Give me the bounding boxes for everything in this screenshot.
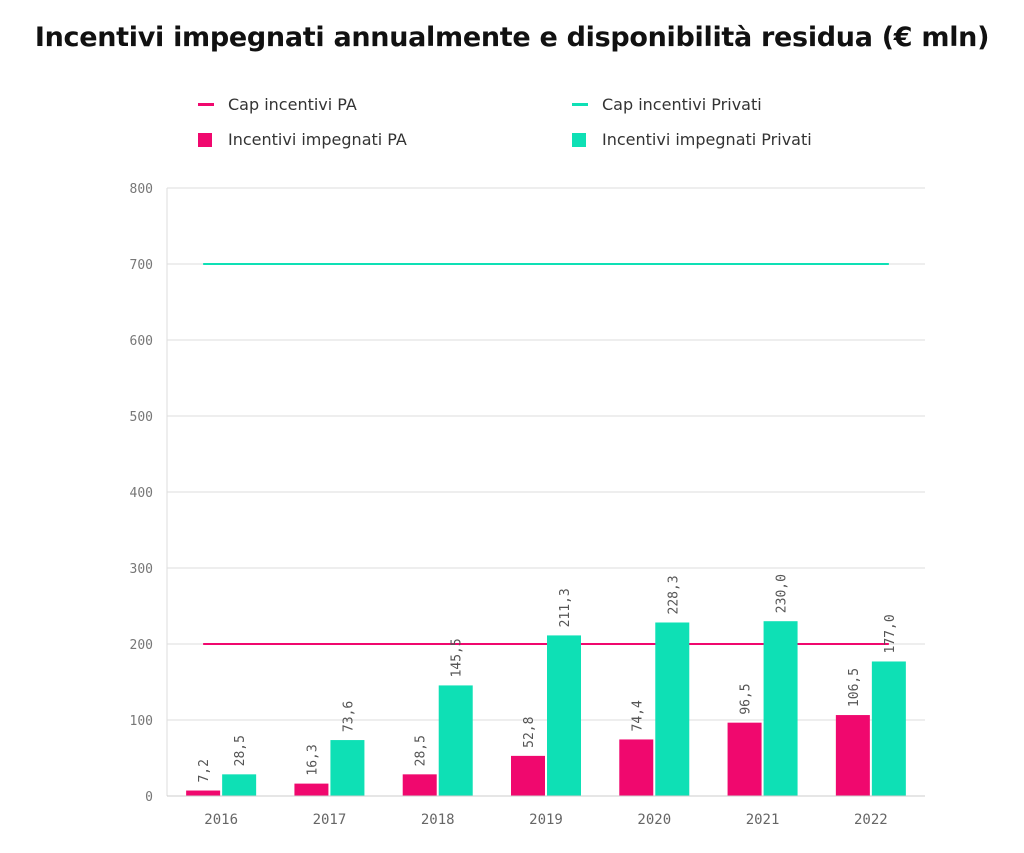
y-tick-label: 0 xyxy=(145,790,153,805)
y-tick-label: 100 xyxy=(130,714,153,729)
legend-line-swatch-privati xyxy=(572,103,588,106)
bar-pa[interactable] xyxy=(186,790,221,796)
legend-label-cap-pa: Cap incentivi PA xyxy=(228,95,357,114)
x-tick-label: 2016 xyxy=(204,812,238,828)
data-label-privati: 28,5 xyxy=(233,735,248,766)
bar-privati[interactable] xyxy=(438,685,473,796)
x-tick-label: 2018 xyxy=(421,812,455,828)
legend: Cap incentivi PA Cap incentivi Privati I… xyxy=(0,90,1024,160)
x-tick-label: 2017 xyxy=(313,812,347,828)
data-label-pa: 52,8 xyxy=(522,717,537,748)
y-tick-label: 500 xyxy=(130,410,153,425)
legend-label-imp-pa: Incentivi impegnati PA xyxy=(228,130,407,149)
data-label-pa: 16,3 xyxy=(305,744,320,775)
bar-privati[interactable] xyxy=(763,621,798,796)
bar-pa[interactable] xyxy=(727,722,762,796)
data-label-privati: 177,0 xyxy=(883,614,898,653)
legend-item-imp-privati[interactable]: Incentivi impegnati Privati xyxy=(572,130,812,149)
data-label-privati: 211,3 xyxy=(558,588,573,627)
data-label-privati: 145,5 xyxy=(450,638,465,677)
y-tick-label: 800 xyxy=(130,182,153,197)
legend-label-imp-privati: Incentivi impegnati Privati xyxy=(602,130,812,149)
bar-privati[interactable] xyxy=(330,740,365,796)
bar-pa[interactable] xyxy=(294,783,329,796)
data-label-privati: 73,6 xyxy=(341,701,356,732)
data-label-pa: 28,5 xyxy=(414,735,429,766)
legend-item-cap-privati[interactable]: Cap incentivi Privati xyxy=(572,95,762,114)
x-tick-label: 2019 xyxy=(529,812,563,828)
bar-pa[interactable] xyxy=(402,774,437,796)
data-label-pa: 106,5 xyxy=(847,668,862,707)
y-tick-label: 400 xyxy=(130,486,153,501)
bar-privati[interactable] xyxy=(871,661,906,796)
data-label-pa: 74,4 xyxy=(630,700,645,731)
legend-item-imp-pa[interactable]: Incentivi impegnati PA xyxy=(198,130,407,149)
data-label-privati: 230,0 xyxy=(775,574,790,613)
y-tick-label: 300 xyxy=(130,562,153,577)
bar-privati[interactable] xyxy=(222,774,257,796)
x-tick-label: 2020 xyxy=(637,812,671,828)
legend-box-swatch-privati xyxy=(572,132,586,147)
data-label-pa: 7,2 xyxy=(197,759,212,782)
x-tick-label: 2022 xyxy=(854,812,888,828)
legend-item-cap-pa[interactable]: Cap incentivi PA xyxy=(198,95,357,114)
legend-box-swatch-pa xyxy=(198,132,212,147)
y-tick-label: 700 xyxy=(130,258,153,273)
bar-privati[interactable] xyxy=(547,635,581,796)
bar-pa[interactable] xyxy=(619,739,654,796)
y-tick-label: 600 xyxy=(130,334,153,349)
legend-label-cap-privati: Cap incentivi Privati xyxy=(602,95,762,114)
bar-pa[interactable] xyxy=(835,715,870,796)
legend-line-swatch-pa xyxy=(198,103,214,106)
bar-pa[interactable] xyxy=(511,755,545,796)
bar-privati[interactable] xyxy=(655,622,690,796)
y-tick-label: 200 xyxy=(130,638,153,653)
x-tick-label: 2021 xyxy=(746,812,780,828)
data-label-pa: 96,5 xyxy=(739,683,754,714)
data-label-privati: 228,3 xyxy=(666,575,681,614)
chart-title: Incentivi impegnati annualmente e dispon… xyxy=(34,22,990,53)
